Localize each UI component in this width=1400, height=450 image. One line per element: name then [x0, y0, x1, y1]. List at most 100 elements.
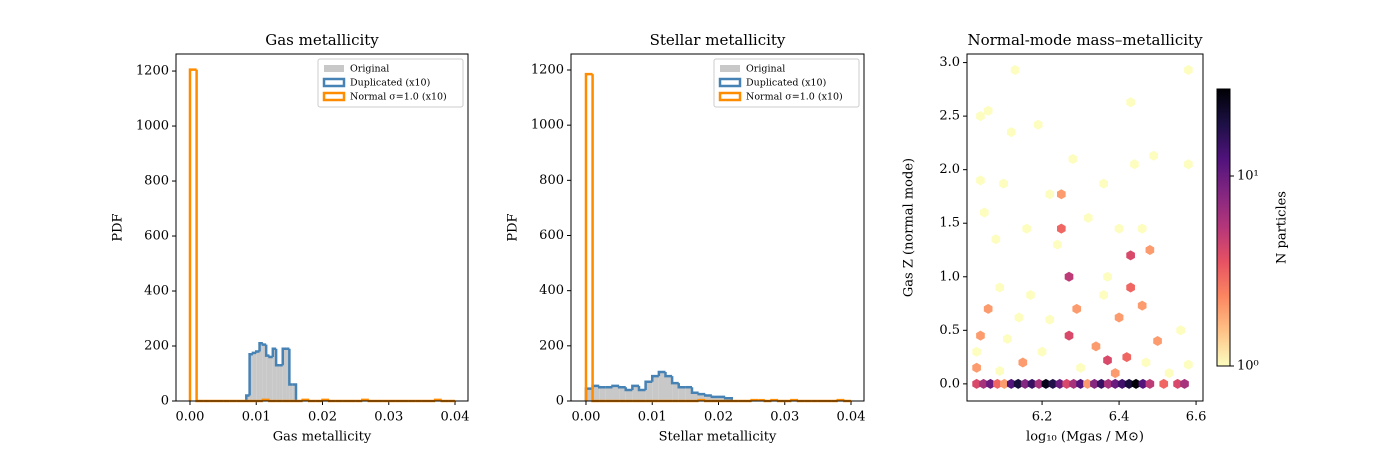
hexbin-cell — [1006, 127, 1016, 138]
x-tick-label: 0.02 — [308, 410, 337, 425]
axes-frame — [570, 53, 865, 402]
hist-bar — [259, 343, 263, 401]
hexbin-cell — [1145, 244, 1155, 255]
y-tick-label: 400 — [144, 284, 169, 299]
hist-bar — [269, 357, 273, 401]
hist-bar — [279, 365, 283, 401]
hexbin-cell — [972, 378, 981, 389]
hexbin-cell — [979, 378, 988, 389]
hexbin-cell — [1110, 368, 1120, 379]
y-tick-label: 0 — [161, 394, 169, 409]
hexbin-cell — [1103, 271, 1112, 282]
hexbin-cell — [1117, 378, 1127, 389]
y-tick-label: 600 — [539, 228, 564, 243]
hist-step — [258, 342, 263, 352]
axes-frame — [175, 53, 469, 402]
legend-swatch — [718, 77, 742, 88]
hexbin-cell — [1037, 346, 1047, 357]
x-tick-label: 0.01 — [638, 410, 667, 425]
hexbin-cell — [1034, 378, 1044, 389]
hexbin-cell — [986, 378, 995, 389]
hist-bar — [685, 387, 692, 401]
legend-label: Duplicated (x10) — [746, 78, 826, 89]
hexbin-cell — [1114, 312, 1124, 323]
hist-step — [245, 394, 250, 401]
x-tick-label: 0.02 — [704, 410, 733, 425]
hist-bar — [619, 387, 626, 401]
x-tick-label: 0.01 — [242, 410, 271, 425]
hexbin-cell — [1126, 97, 1135, 108]
hexbin-cell — [999, 178, 1008, 189]
hist-step — [195, 69, 204, 403]
hexbin-cell — [1090, 378, 1099, 389]
x-axis-label: Gas metallicity — [273, 430, 372, 445]
hexbin-cell — [1103, 378, 1113, 389]
hist-bar — [645, 381, 653, 401]
hexbin-cell — [1076, 378, 1085, 389]
hexbin-cell — [976, 175, 985, 186]
hexbin-cell — [1184, 65, 1193, 76]
colorbar-label: N particles — [1275, 191, 1290, 264]
legend-swatch — [718, 91, 742, 102]
y-tick-label: 1000 — [531, 118, 564, 133]
y-tick-label: 600 — [144, 229, 169, 244]
y-tick-label: 1.5 — [939, 216, 960, 231]
hexbin-cell — [995, 282, 1005, 293]
hexbin-cell — [1056, 223, 1066, 234]
y-tick-label: 1200 — [136, 64, 169, 79]
x-axis-label: Stellar metallicity — [659, 430, 777, 445]
y-tick-label: 400 — [539, 283, 564, 298]
y-tick-label: 200 — [144, 339, 169, 354]
hexbin-cell — [993, 378, 1002, 389]
hist-step — [703, 394, 712, 397]
hist-bar — [292, 384, 296, 401]
hexbin-cell — [1076, 362, 1085, 373]
y-axis-label: PDF — [506, 213, 521, 241]
hexbin-cell — [1130, 159, 1139, 170]
y-tick-label: 0.5 — [939, 323, 960, 338]
x-tick-label: 0.03 — [374, 410, 403, 425]
hexbin-cell — [1097, 378, 1106, 389]
x-tick-label: 6.2 — [1032, 410, 1053, 425]
hist-bar — [276, 365, 280, 401]
hist-bar — [282, 348, 287, 401]
hexbin-cell — [1064, 271, 1074, 282]
hexbin-cell — [1164, 368, 1174, 379]
hist-bar — [249, 354, 253, 401]
x-tick-label: 6.4 — [1109, 410, 1130, 425]
colorbar — [1216, 88, 1231, 367]
hist-bar — [705, 395, 712, 401]
hist-step — [631, 384, 639, 390]
legend-swatch — [322, 77, 346, 88]
hexbin-cell — [1099, 178, 1108, 189]
hexbin-cell — [1176, 325, 1185, 336]
hexbin-cell — [976, 330, 985, 341]
hist-bar — [592, 385, 600, 401]
hexbin-cell — [1014, 312, 1024, 323]
hexbin-cell — [1083, 212, 1093, 223]
hexbin-cell — [1027, 378, 1037, 389]
hexbin-cell — [1013, 378, 1023, 389]
chart-title: Normal-mode mass–metallicity — [967, 31, 1203, 49]
chart-title: Gas metallicity — [265, 31, 379, 49]
hist-bar — [725, 398, 732, 401]
legend-label: Duplicated (x10) — [350, 78, 430, 89]
legend-label: Normal σ=1.0 (x10) — [746, 92, 843, 103]
hist-bar — [599, 387, 606, 401]
legend-label: Original — [746, 64, 785, 75]
hist-step — [664, 372, 673, 378]
hexbin-cell — [1126, 282, 1135, 293]
hist-bar — [638, 389, 646, 401]
y-tick-label: 0 — [556, 394, 564, 409]
hist-step — [611, 384, 620, 388]
hexbin-cell — [1068, 153, 1078, 164]
hexbin-cell — [1055, 378, 1065, 389]
legend-swatch — [322, 91, 346, 102]
hexbin-cell — [1180, 378, 1189, 389]
hist-bar — [256, 351, 260, 401]
hist-step — [251, 351, 257, 355]
hexbin-cell — [1022, 223, 1031, 234]
hexbin-cell — [1184, 159, 1193, 170]
hist-bar — [691, 392, 699, 401]
hexbin-cell — [1114, 223, 1124, 234]
